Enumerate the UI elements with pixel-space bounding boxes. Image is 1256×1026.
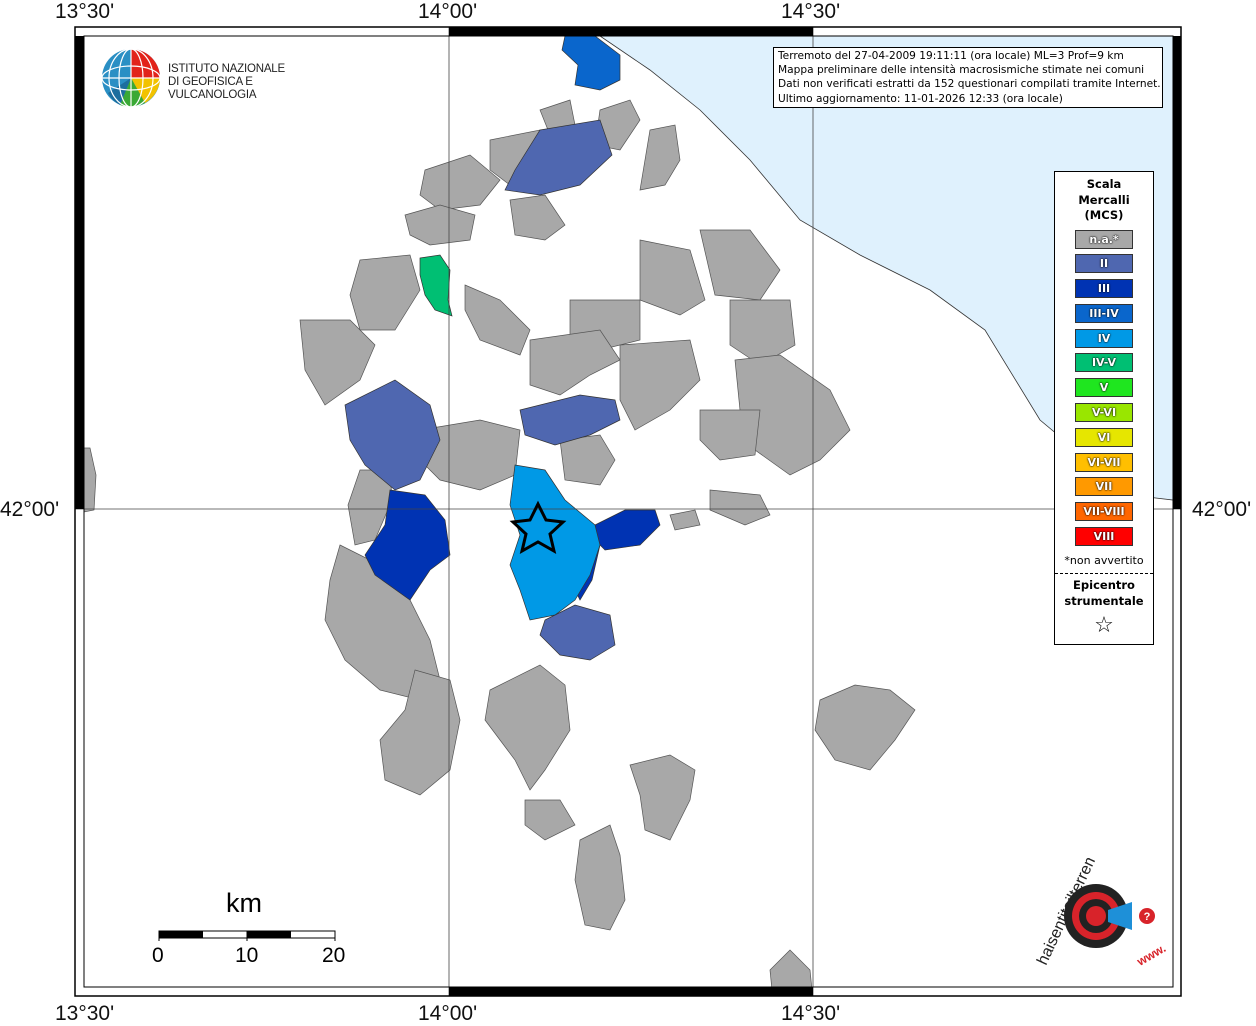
legend-epicenter-line: Epicentro: [1073, 578, 1135, 593]
scale-tick-10: 10: [235, 944, 259, 967]
hsit-logo: ? haisentitoilterremoto.it www.: [1032, 818, 1168, 978]
legend-item: VII-VIII: [1075, 502, 1133, 522]
hsit-target-icon: ? haisentitoilterremoto.it www.: [1034, 818, 1168, 969]
scale-unit: km: [226, 888, 262, 918]
municipality[interactable]: [529, 329, 621, 396]
scale-tick-20: 20: [322, 944, 346, 967]
municipality[interactable]: [364, 489, 451, 601]
municipality[interactable]: [709, 489, 771, 526]
ingv-logo-line1: ISTITUTO NAZIONALE: [168, 63, 285, 75]
municipalities-iii-iv: [561, 35, 621, 91]
info-line-updated: Ultimo aggiornamento: 11-01-2026 12:33 (…: [778, 92, 1063, 105]
legend-star-icon: ☆: [1094, 613, 1114, 639]
graticule: [75, 27, 1181, 996]
info-line-description: Mappa preliminare delle intensità macros…: [778, 64, 1145, 77]
legend-item: III: [1075, 279, 1133, 299]
lon-label-bottom-1: 13°30': [55, 1002, 115, 1025]
municipalities-iv-v: [419, 254, 453, 317]
legend-item: VI-VII: [1075, 452, 1133, 472]
legend-item: n.a.*: [1075, 229, 1133, 249]
intensity-legend: Scala Mercalli (MCS) n.a.* II III III-IV IV I…: [1054, 171, 1154, 645]
municipality[interactable]: [619, 339, 701, 431]
legend-epicenter-title: Epicentro strumentale: [1055, 578, 1153, 609]
legend-note: *non avvertito: [1064, 554, 1144, 568]
municipality[interactable]: [574, 824, 626, 931]
municipality[interactable]: [639, 124, 681, 191]
municipality[interactable]: [349, 254, 421, 331]
municipality[interactable]: [83, 447, 97, 513]
legend-item: IV-V: [1075, 353, 1133, 373]
lon-label-top-1: 13°30': [55, 0, 115, 23]
municipality[interactable]: [299, 319, 376, 406]
municipality[interactable]: [519, 394, 621, 446]
ingv-logo: ISTITUTO NAZIONALE DI GEOFISICA E VULCAN…: [100, 47, 330, 111]
municipality[interactable]: [699, 409, 761, 461]
municipality[interactable]: [504, 119, 613, 196]
municipality[interactable]: [484, 664, 571, 791]
lat-label-left: 42°00': [0, 498, 60, 521]
map-frame: [74, 26, 1182, 997]
scale-tick-0: 0: [152, 944, 164, 967]
legend-item: IV: [1075, 328, 1133, 348]
legend-item: VIII: [1075, 527, 1133, 547]
svg-text:?: ?: [1144, 911, 1151, 923]
lon-label-bottom-2: 14°00': [418, 1002, 478, 1025]
municipality[interactable]: [769, 949, 813, 991]
info-line-event: Terremoto del 27-04-2009 19:11:11 (ora l…: [778, 50, 1124, 62]
municipality[interactable]: [814, 684, 916, 771]
legend-item: V-VI: [1075, 403, 1133, 423]
info-line-source: Dati non verificati estratti da 152 ques…: [778, 78, 1161, 91]
municipality[interactable]: [639, 239, 706, 316]
municipality[interactable]: [561, 35, 621, 91]
lon-label-top-3: 14°30': [781, 0, 841, 23]
lat-label-right: 42°00': [1192, 498, 1252, 521]
legend-title: Scala Mercalli (MCS): [1055, 177, 1153, 224]
legend-item: VII: [1075, 477, 1133, 497]
legend-item: V: [1075, 378, 1133, 398]
municipality[interactable]: [699, 229, 781, 301]
legend-epicenter-line: strumentale: [1064, 593, 1144, 608]
municipality[interactable]: [669, 509, 701, 531]
epicenter-star-icon: [509, 500, 567, 554]
ingv-logo-line2: DI GEOFISICA E VULCANOLOGIA: [168, 76, 257, 101]
legend-item: III-IV: [1075, 303, 1133, 323]
municipality[interactable]: [419, 254, 453, 317]
municipality[interactable]: [729, 299, 796, 366]
municipalities-ii: [344, 119, 621, 661]
municipality[interactable]: [509, 194, 566, 241]
event-info-box: Terremoto del 27-04-2009 19:11:11 (ora l…: [773, 47, 1163, 108]
legend-item: VI: [1075, 427, 1133, 447]
globe-icon: [101, 48, 161, 108]
municipality[interactable]: [539, 604, 616, 661]
municipality[interactable]: [379, 669, 461, 796]
scale-bar: [158, 930, 336, 941]
municipality[interactable]: [404, 204, 476, 246]
legend-item: II: [1075, 254, 1133, 274]
municipality[interactable]: [419, 154, 501, 211]
lon-label-bottom-3: 14°30': [781, 1002, 841, 1025]
municipality[interactable]: [509, 464, 601, 621]
municipalities-iv: [509, 464, 601, 621]
legend-title-line: Mercalli: [1078, 192, 1130, 207]
municipality[interactable]: [629, 754, 696, 841]
municipality[interactable]: [594, 509, 661, 551]
municipality[interactable]: [524, 799, 576, 841]
municipality[interactable]: [559, 434, 616, 486]
legend-separator: [1055, 573, 1153, 575]
lon-label-top-2: 14°00': [418, 0, 478, 23]
municipality[interactable]: [464, 284, 531, 356]
legend-items: n.a.* II III III-IV IV IV-V V V-VI VI VI-VII VII VI…: [1055, 229, 1153, 547]
municipality[interactable]: [344, 379, 441, 491]
hsit-www: www.: [1134, 941, 1167, 969]
legend-title-line: (MCS): [1084, 208, 1124, 222]
municipalities-na: [83, 99, 916, 991]
legend-title-line: Scala: [1086, 177, 1122, 191]
